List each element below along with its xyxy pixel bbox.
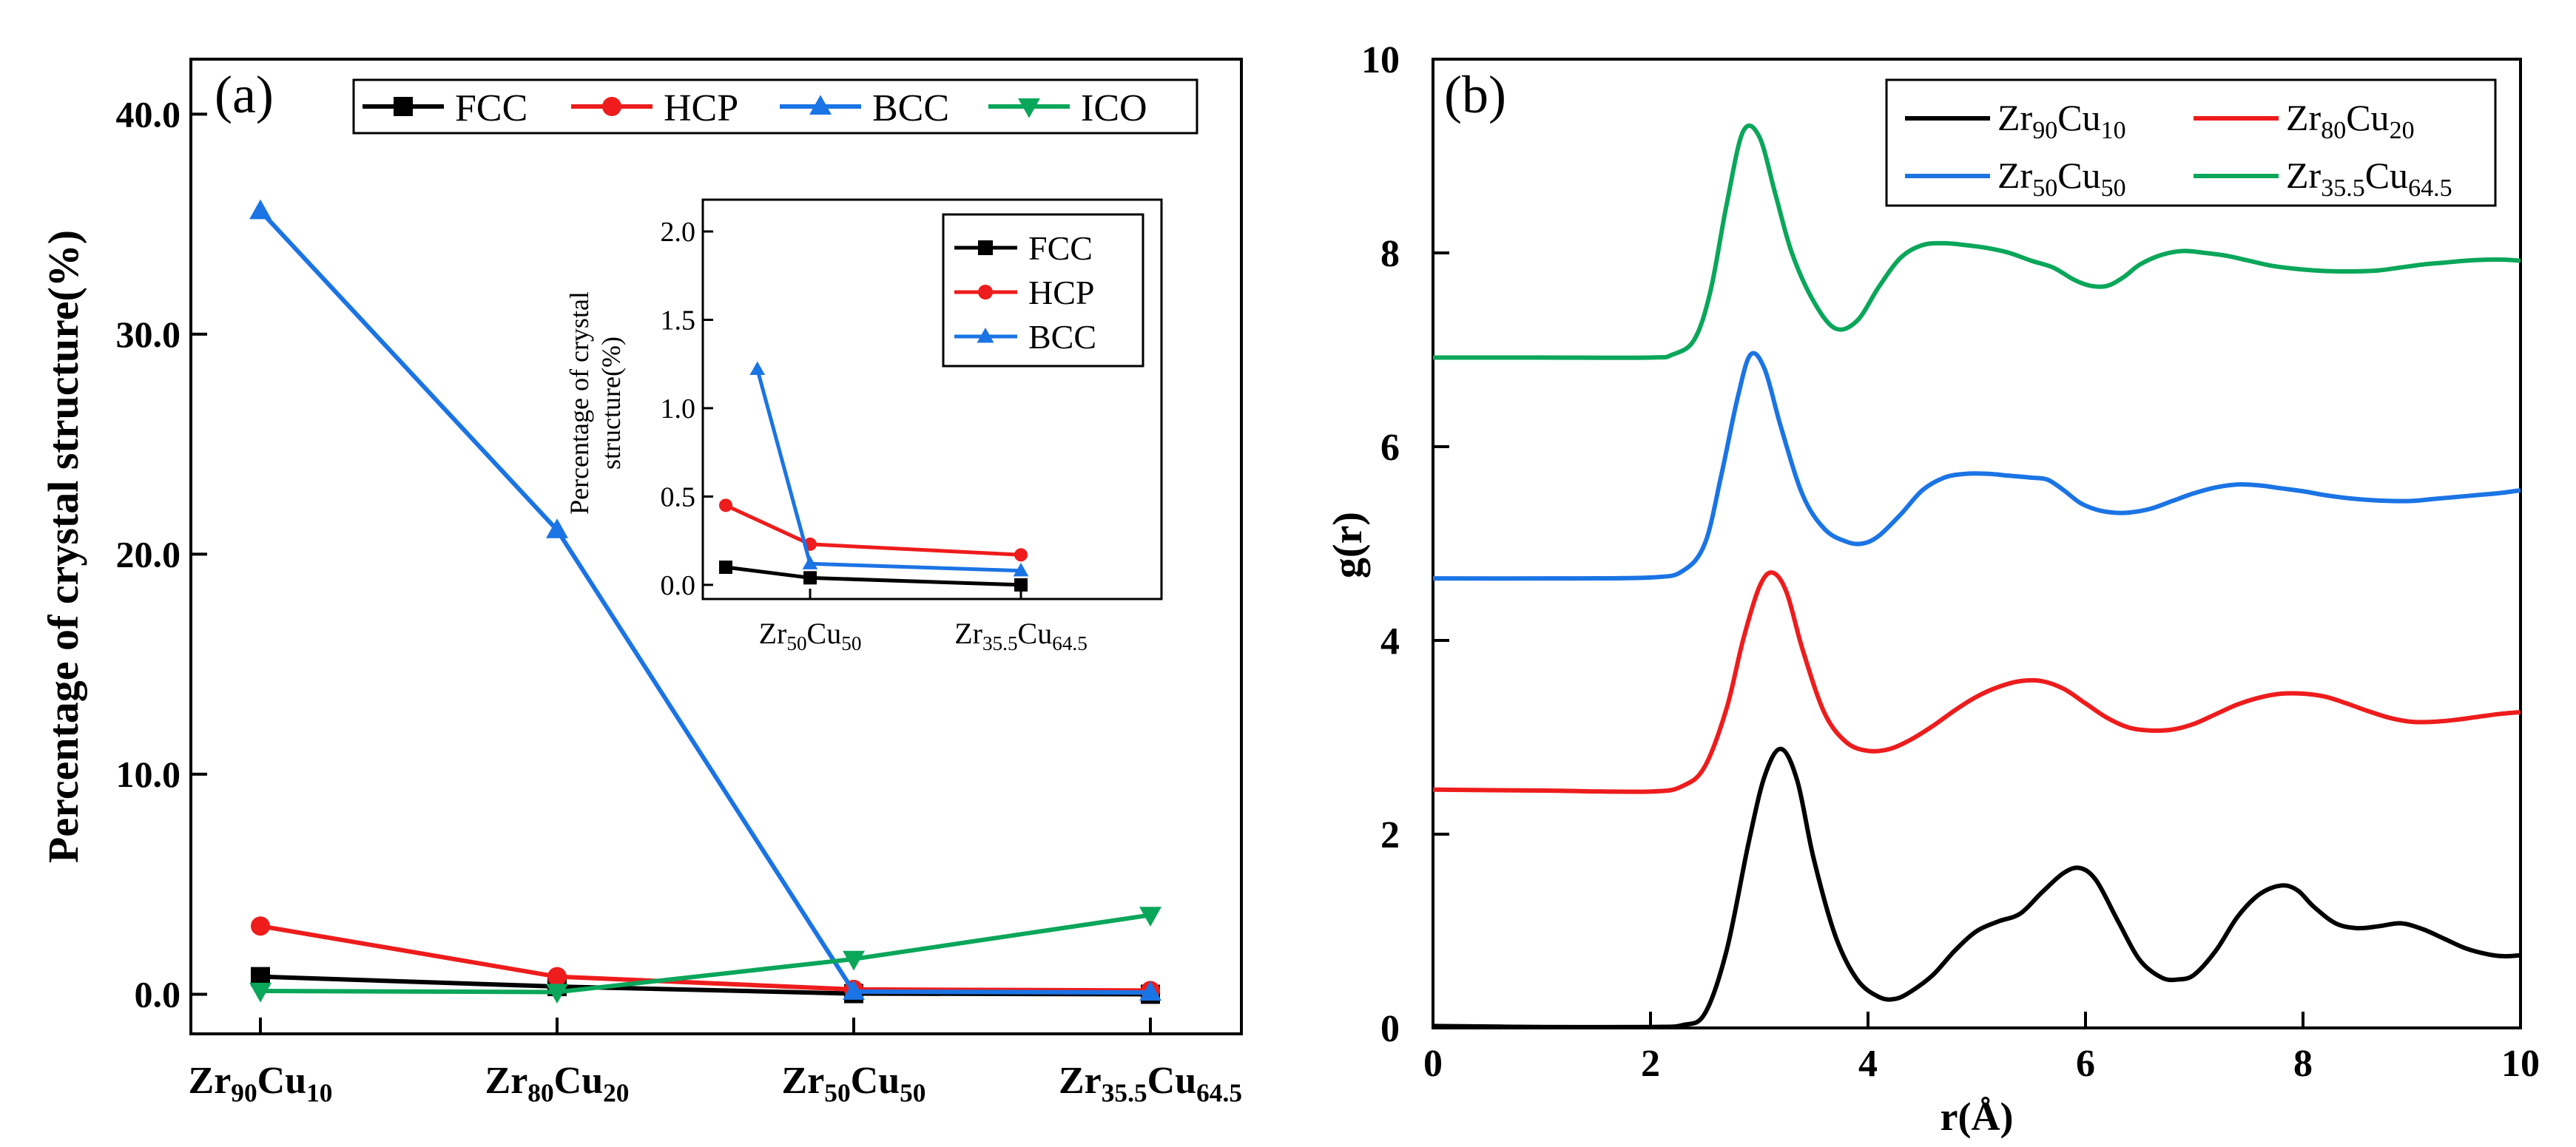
panel-a-series (249, 199, 1161, 1004)
inset-legend-label-fcc: FCC (1028, 229, 1093, 267)
inset-point-bcc (1013, 562, 1029, 577)
panel-a-legend-items: FCC HCP BCC ICO (363, 87, 1147, 129)
inset-x-ticks: Zr50Cu50 Zr35.5Cu64.5 (759, 589, 1088, 654)
panel-a-y-ticks: 0.0 10.0 20.0 30.0 40.0 (116, 93, 207, 1015)
panel-a-label: (a) (215, 65, 274, 124)
panel-a-frame (189, 58, 1243, 1035)
inset-y-axis-label-line2: structure(%) (596, 336, 626, 470)
panel-a-inset: Percentage of crystal structure(%) 0.00.… (564, 198, 1163, 654)
panel-a-legend: FCC HCP BCC ICO (352, 78, 1198, 135)
panel-a-y-tick-label: 20.0 (116, 533, 181, 575)
panel-a-x-ticks: Zr90Cu10 Zr80Cu20 Zr50Cu50 Zr35.5Cu64.5 (189, 1018, 1242, 1107)
inset-point-bcc (749, 361, 766, 376)
panel-a-legend-label-bcc: BCC (872, 87, 949, 129)
panel-a-legend-label-fcc: FCC (455, 87, 527, 129)
panel-b-legend-label-2: Zr50Cu50 (1997, 155, 2126, 202)
panel-a: (a) Percentage of crystal structure(%) 0… (39, 58, 1243, 1107)
inset-legend-marker-hcp (978, 285, 993, 300)
panel-b-x-tick-label: 0 (1423, 1043, 1443, 1085)
panel-a-point-ico (1139, 907, 1161, 927)
panel-a-x-tick-label: Zr50Cu50 (782, 1060, 926, 1107)
panel-a-x-tick-label: Zr90Cu10 (189, 1060, 333, 1107)
inset-legend-items: FCC HCP BCC (954, 229, 1096, 356)
panel-b-y-axis-label: g(r) (1325, 512, 1371, 578)
inset-point-hcp (1014, 548, 1028, 562)
inset-point-fcc (803, 571, 817, 585)
panel-b-x-axis-label: r(Å) (1941, 1094, 2014, 1139)
inset-legend: FCC HCP BCC (942, 213, 1144, 368)
panel-a-legend-marker-ico (1018, 98, 1040, 118)
panel-b-label: (b) (1444, 65, 1506, 124)
panel-b-curve-1 (1432, 570, 2521, 794)
panel-a-point-bcc (1139, 981, 1161, 1001)
inset-x-tick-label: Zr35.5Cu64.5 (954, 617, 1088, 654)
inset-point-hcp (719, 498, 732, 512)
panel-a-point-ico (546, 984, 568, 1004)
panel-b-y-tick-label: 8 (1380, 233, 1400, 275)
inset-y-tick-label: 1.5 (661, 305, 696, 336)
inset-y-ticks: 0.0 0.5 1.0 1.5 2.0 (661, 217, 713, 601)
panel-b-y-ticks: 0 2 4 6 8 10 (1361, 39, 1449, 1050)
panel-a-point-hcp (251, 916, 270, 936)
inset-point-fcc (719, 560, 732, 574)
inset-y-tick-label: 2.0 (661, 217, 696, 248)
panel-b-x-ticks: 0 2 4 6 8 10 (1423, 1012, 2540, 1085)
panel-a-line-ico (260, 913, 1151, 995)
panel-b-y-tick-label: 4 (1380, 620, 1400, 663)
inset-legend-marker-fcc (978, 240, 993, 255)
inset-legend-label-bcc: BCC (1028, 318, 1096, 356)
panel-a-point-bcc (249, 199, 272, 220)
panel-a-point-ico (249, 982, 272, 1003)
panel-b-y-tick-label: 0 (1380, 1008, 1400, 1050)
panel-a-y-tick-label: 30.0 (116, 314, 181, 355)
panel-a-y-tick-label: 0.0 (135, 973, 181, 1015)
panel-a-legend-label-hcp: HCP (664, 87, 738, 129)
panel-b-y-tick-label: 6 (1380, 427, 1400, 469)
panel-b-legend-label-0: Zr90Cu10 (1997, 97, 2126, 144)
panel-a-legend-marker-bcc (809, 95, 832, 115)
inset-y-axis-label-line1: Percentage of crystal (564, 291, 594, 515)
panel-b-curve-0 (1432, 746, 2521, 1029)
panel-a-legend-label-ico: ICO (1081, 87, 1147, 129)
inset-y-tick-label: 1.0 (661, 393, 696, 424)
panel-b-curve-3 (1433, 123, 2521, 360)
panel-b-series (1432, 123, 2521, 1029)
panel-a-legend-marker-hcp (602, 97, 621, 116)
panel-b-x-tick-label: 4 (1858, 1043, 1878, 1085)
inset-point-bcc (802, 555, 818, 569)
panel-b-curve-2 (1432, 351, 2521, 581)
panel-b-frame (1432, 58, 2522, 1029)
inset-y-tick-label: 0.5 (661, 481, 696, 512)
panel-a-point-ico (843, 950, 865, 971)
panel-b-legend-items: Zr90Cu10 Zr80Cu20 Zr50Cu50 Zr35.5Cu64.5 (1905, 97, 2452, 202)
inset-legend-label-hcp: HCP (1028, 274, 1094, 311)
panel-b-x-tick-label: 10 (2501, 1043, 2540, 1085)
panel-b-y-tick-label: 10 (1361, 39, 1400, 81)
inset-series (719, 361, 1029, 592)
panel-b-x-tick-label: 6 (2076, 1043, 2095, 1085)
panel-a-x-tick-label: Zr35.5Cu64.5 (1059, 1060, 1242, 1107)
panel-b-x-tick-label: 2 (1641, 1043, 1660, 1085)
inset-x-tick-label: Zr50Cu50 (759, 617, 862, 654)
panel-b-x-tick-label: 8 (2293, 1043, 2313, 1085)
panel-b-legend-label-3: Zr35.5Cu64.5 (2286, 155, 2452, 202)
panel-b-legend: Zr90Cu10 Zr80Cu20 Zr50Cu50 Zr35.5Cu64.5 (1885, 78, 2497, 207)
panel-a-x-tick-label: Zr80Cu20 (485, 1060, 630, 1107)
panel-a-point-bcc (546, 518, 568, 538)
panel-a-y-axis-label: Percentage of crystal structure(%) (39, 230, 87, 863)
panel-a-point-hcp (547, 967, 567, 987)
inset-y-tick-label: 0.0 (661, 570, 696, 601)
panel-b-y-tick-label: 2 (1380, 814, 1400, 856)
panel-a-y-tick-label: 40.0 (116, 93, 181, 135)
panel-b-legend-label-1: Zr80Cu20 (2286, 97, 2415, 144)
panel-a-line-bcc (258, 209, 1151, 995)
panel-a-point-bcc (843, 980, 865, 1000)
panel-a-y-tick-label: 10.0 (116, 754, 181, 795)
panel-b-legend-box (1885, 78, 2497, 207)
inset-legend-marker-bcc (977, 328, 994, 343)
panel-a-legend-marker-fcc (394, 97, 413, 116)
inset-point-fcc (1014, 578, 1028, 592)
